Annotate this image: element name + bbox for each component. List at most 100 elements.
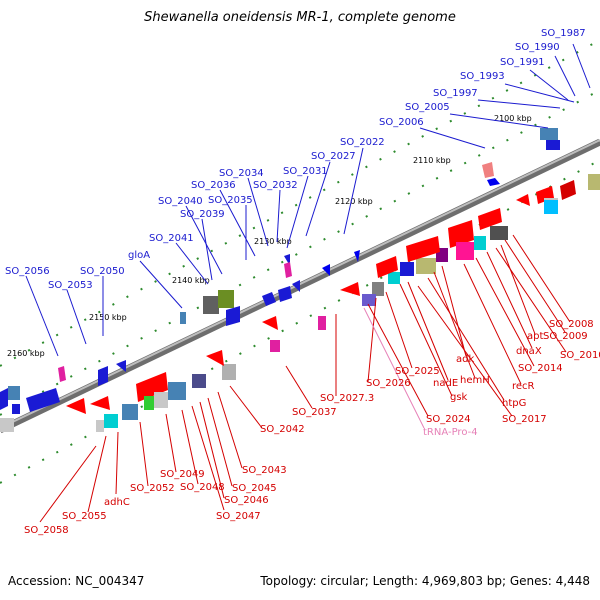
label-so2027-3: SO_2027.3 (320, 393, 374, 404)
label-so2042: SO_2042 (260, 424, 305, 435)
gene-block (400, 262, 414, 276)
gene-block (482, 162, 494, 178)
gene-arrow (90, 396, 110, 410)
gene-block (474, 236, 486, 250)
label-so2055: SO_2055 (62, 511, 107, 522)
label-adhc: adhC (104, 497, 130, 508)
label-so2049: SO_2049 (160, 469, 205, 480)
gene-block (284, 262, 292, 278)
label-so2027: SO_2027 (311, 151, 356, 162)
gene-block (180, 312, 186, 324)
label-adk: adk (456, 354, 474, 365)
genome-summary-text: Topology: circular; Length: 4,969,803 bp… (260, 574, 590, 588)
label-so1990: SO_1990 (515, 42, 560, 53)
gene-arrow (262, 316, 278, 330)
gene-block (318, 316, 326, 330)
label-nade: nadE (433, 378, 458, 389)
label-so2040: SO_2040 (158, 196, 203, 207)
label-gsk: gsk (450, 392, 468, 403)
tick-2130: 2130 kbp (254, 237, 292, 246)
label-htpg: htpG (502, 398, 526, 409)
kbp-ticks: 2100 kbp 2110 kbp 2120 kbp 2130 kbp 2140… (7, 114, 532, 358)
label-gloa: gloA (128, 250, 150, 261)
label-apt: apt (527, 331, 543, 342)
label-so2014: SO_2014 (518, 363, 563, 374)
label-trna-pro-4: tRNA-Pro-4 (423, 427, 478, 438)
gene-block (362, 294, 376, 306)
label-so2036: SO_2036 (191, 180, 236, 191)
accession-text: Accession: NC_004347 (8, 574, 145, 588)
gene-arrow (354, 250, 360, 262)
gene-arrow (478, 208, 502, 230)
label-so2006: SO_2006 (379, 117, 424, 128)
label-so2031: SO_2031 (283, 166, 328, 177)
gene-block (122, 404, 138, 420)
gene-block (540, 128, 558, 140)
label-so2034: SO_2034 (219, 168, 264, 179)
label-so2008: SO_2008 (549, 319, 594, 330)
forward-genes (0, 128, 560, 414)
gene-arrow (376, 256, 398, 278)
label-so2024: SO_2024 (426, 414, 471, 425)
label-so2037: SO_2037 (292, 407, 337, 418)
gene-block (154, 392, 168, 408)
map-title: Shewanella oneidensis MR-1, complete gen… (144, 10, 456, 25)
gene-block (12, 404, 20, 414)
gene-arrow (26, 388, 60, 412)
gene-arrow (406, 236, 440, 262)
label-so2045: SO_2045 (232, 483, 277, 494)
label-so1991: SO_1991 (500, 57, 545, 68)
gene-arrow (262, 292, 276, 306)
gene-arrow (98, 366, 108, 386)
gene-block (372, 282, 384, 296)
gene-arrow (226, 306, 240, 326)
reverse-genes (0, 174, 600, 432)
gene-arrow (278, 286, 292, 302)
label-so2056: SO_2056 (5, 266, 50, 277)
label-so2047: SO_2047 (216, 511, 261, 522)
label-so2022: SO_2022 (340, 137, 385, 148)
label-so1993: SO_1993 (460, 71, 505, 82)
gene-block (96, 420, 104, 432)
tick-2110: 2110 kbp (413, 156, 451, 165)
label-so2025: SO_2025 (395, 366, 440, 377)
label-so1997: SO_1997 (433, 88, 478, 99)
label-so2048: SO_2048 (180, 482, 225, 493)
tick-2100: 2100 kbp (494, 114, 532, 123)
gene-arrow (448, 220, 474, 248)
label-dnax: dnaX (516, 346, 542, 357)
label-so2041: SO_2041 (149, 233, 194, 244)
label-so2035: SO_2035 (208, 195, 253, 206)
gene-arrow (136, 372, 168, 402)
tick-2140: 2140 kbp (172, 276, 210, 285)
gene-arrow (322, 264, 330, 276)
gene-arrow (340, 282, 360, 296)
label-so2032: SO_2032 (253, 180, 298, 191)
reverse-gene-labels: SO_2008 SO_2009 apt SO_2010 dnaX SO_2014… (24, 234, 600, 536)
label-so2043: SO_2043 (242, 465, 287, 476)
gene-arrow (292, 280, 300, 292)
tick-2160: 2160 kbp (7, 349, 45, 358)
gene-block (144, 396, 154, 410)
gene-arrow (0, 388, 8, 410)
gene-block (222, 364, 236, 380)
label-so1987: SO_1987 (541, 28, 586, 39)
gene-block (588, 174, 600, 190)
gene-block (0, 418, 14, 432)
gene-arrow (66, 398, 86, 414)
label-so2009: SO_2009 (543, 331, 588, 342)
gene-arrow (516, 194, 530, 206)
gene-block (192, 374, 206, 388)
gene-block (218, 290, 234, 308)
label-so2010: SO_2010 (560, 350, 600, 361)
tick-2120: 2120 kbp (335, 197, 373, 206)
forward-gene-labels: SO_1987 SO_1990 SO_1991 SO_1993 SO_1997 … (5, 28, 591, 357)
gene-block (203, 296, 219, 314)
label-so2058: SO_2058 (24, 525, 69, 536)
gene-block (456, 242, 474, 260)
gene-block (490, 226, 508, 240)
label-recr: recR (512, 381, 535, 392)
gene-block (546, 140, 560, 150)
gene-arrow (206, 350, 224, 366)
